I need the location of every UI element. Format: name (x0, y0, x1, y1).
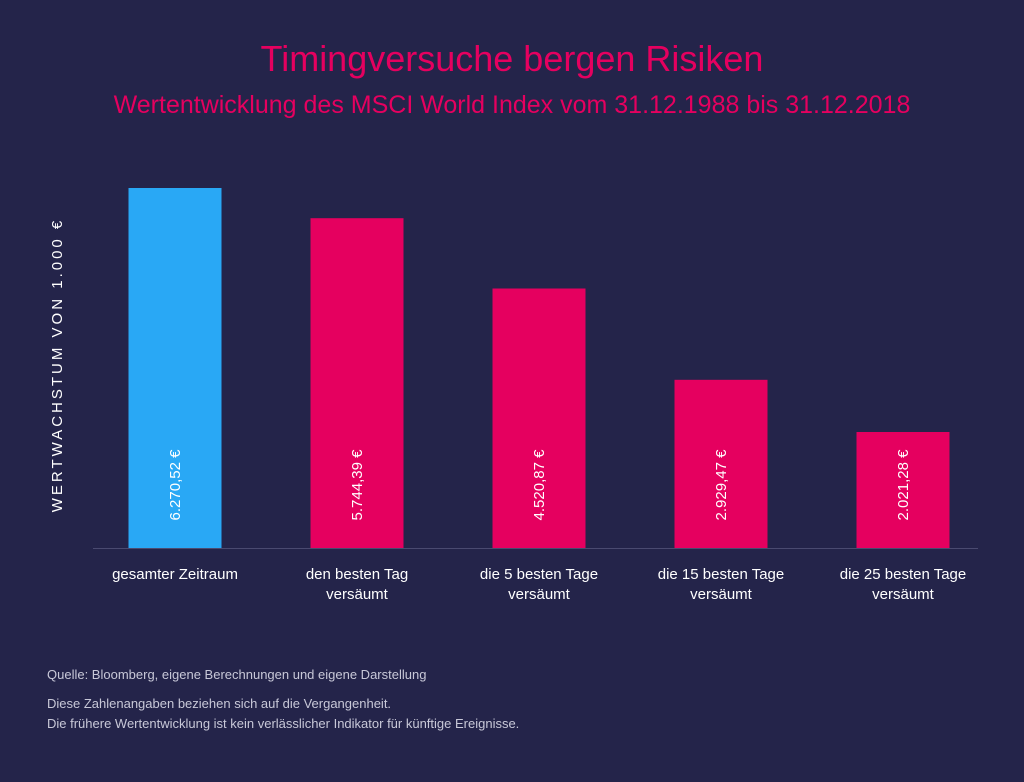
bar-value-label: 5.744,39 € (349, 449, 366, 521)
disclaimer-line-1: Diese Zahlenangaben beziehen sich auf di… (47, 696, 392, 711)
bar (856, 432, 950, 548)
bar-value-label: 6.270,52 € (167, 449, 184, 521)
source-note: Quelle: Bloomberg, eigene Berechnungen u… (47, 667, 427, 682)
bar (128, 188, 222, 548)
category-label: versäumt (508, 586, 571, 603)
bar-value-label: 2.929,47 € (713, 449, 730, 521)
category-label: den besten Tag (306, 566, 408, 583)
category-label: versäumt (690, 586, 753, 603)
category-label: die 5 besten Tage (480, 566, 598, 583)
category-label: die 25 besten Tage (840, 566, 967, 583)
disclaimer-line-2: Die frühere Wertentwicklung ist kein ver… (47, 716, 520, 731)
category-label: versäumt (326, 586, 389, 603)
bar (674, 379, 768, 548)
bar-value-label: 4.520,87 € (531, 449, 548, 521)
category-label: die 15 besten Tage (658, 566, 785, 583)
bar (492, 288, 586, 548)
bar (310, 218, 404, 548)
bar-value-label: 2.021,28 € (895, 449, 912, 521)
category-label: gesamter Zeitraum (112, 566, 238, 583)
chart-title: Timingversuche bergen Risiken (260, 38, 764, 79)
y-axis-label: WERTWACHSTUM VON 1.000 € (49, 218, 66, 513)
bar-chart: WERTWACHSTUM VON 1.000 € 6.270,52 € gesam… (49, 188, 978, 603)
category-label: versäumt (872, 586, 935, 603)
chart-subtitle: Wertentwicklung des MSCI World Index vom… (113, 91, 911, 119)
